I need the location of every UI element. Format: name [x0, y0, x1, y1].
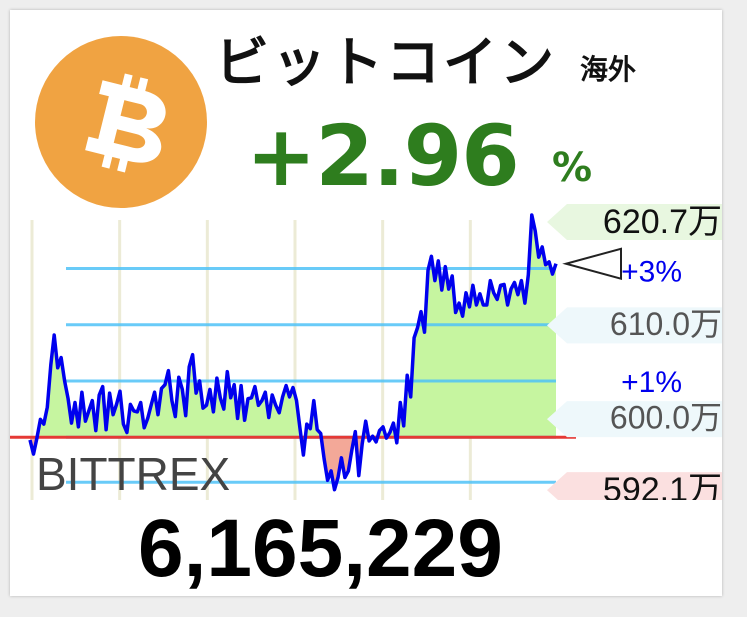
exchange-name: BITTREX [36, 448, 231, 500]
current-price: 6,165,229 [138, 503, 503, 594]
bitcoin-icon [85, 73, 166, 173]
market-label: 海外 [580, 53, 637, 86]
high-price-tag [547, 204, 722, 240]
bitcoin-logo [35, 36, 207, 208]
low-price-label: 592.1万 [603, 471, 722, 500]
price-level-label: 600.0万 [610, 400, 722, 436]
percent-change: +2.96 [246, 107, 520, 205]
ticker-card: ビットコイン 海外 +2.96 % 620.7万 592.1万 610.0万 600.… [10, 10, 722, 596]
percent-label: +3% [621, 255, 682, 288]
price-chart: 620.7万 592.1万 610.0万 600.0万+1% +3% [10, 203, 722, 500]
current-price-pointer [562, 247, 622, 281]
price-line [28, 213, 558, 492]
percent-sign: % [552, 145, 593, 191]
price-level-tag [547, 401, 722, 438]
price-level-label: 610.0万 [610, 306, 722, 342]
percent-label: +1% [621, 366, 682, 399]
price-level-tag [547, 307, 722, 344]
high-price-label: 620.7万 [603, 203, 722, 241]
low-price-tag [547, 472, 722, 500]
coin-name: ビットコイン [215, 31, 557, 94]
